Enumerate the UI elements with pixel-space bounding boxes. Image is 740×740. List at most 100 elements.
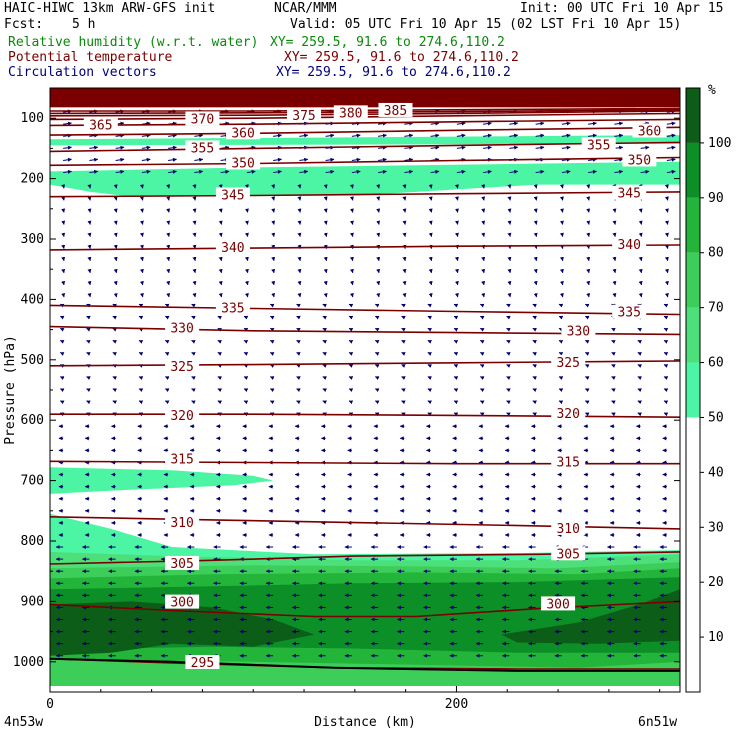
wind-vector [479,412,485,417]
wind-vector [559,232,564,237]
wind-vector [141,133,151,138]
wind-vector [637,340,642,344]
wind-vector [454,208,459,213]
wind-vector [483,121,492,126]
wind-vector [535,121,545,126]
theta-label-bg [215,240,250,255]
wind-vector [87,256,92,262]
wind-vector [401,315,406,320]
init-time: Init: 00 UTC Fri 10 Apr 15 [520,1,724,16]
field-theta-xy: XY= 259.5, 91.6 to 274.6,110.2 [284,50,519,65]
colorbar-tick-label: 90 [708,191,724,206]
wind-vector [348,315,354,320]
wind-vector [453,388,459,393]
wind-vector [640,169,650,174]
wind-vector [584,412,590,417]
wind-vector [402,280,407,286]
wind-vector [479,364,485,368]
wind-vector [586,268,591,274]
theta-label-bg [612,304,647,319]
wind-vector [666,133,676,138]
wind-vector [401,376,406,380]
wind-vector [664,256,669,262]
wind-vector [456,169,466,174]
wind-vector [664,292,669,298]
wind-vector [87,280,92,286]
wind-vector [611,327,616,332]
wind-vector [349,220,354,225]
wind-vector [637,352,642,356]
wind-vector [61,244,66,250]
colorbar-tick-label: 10 [708,630,724,645]
wind-vector [63,157,72,162]
wind-vector [666,169,676,174]
wind-vector [481,220,486,225]
theta-label-bg [165,407,200,422]
wind-vector [269,315,275,320]
wind-vector [612,280,617,286]
wind-vector [559,268,564,274]
wind-vector [243,340,249,344]
field-rh-name: Relative humidity (w.r.t. water) [8,35,259,50]
wind-vector [59,400,65,405]
wind-vector [612,292,617,298]
wind-vector [349,196,354,201]
wind-vector [192,280,197,286]
wind-vector [506,315,511,320]
theta-contour-340 [50,244,680,251]
wind-vector [428,184,433,189]
wind-vector [218,220,223,225]
wind-vector [113,256,118,262]
wind-vector [454,268,459,274]
wind-vector [376,232,381,237]
wind-vector [243,327,249,332]
wind-vector [453,327,459,332]
wind-vector [507,184,512,189]
wind-vector [271,232,276,237]
wind-vector [244,256,249,262]
theta-label-315: 315 [170,452,193,467]
wind-vector [532,352,537,356]
wind-vector [113,184,118,189]
wind-vector [637,388,642,393]
wind-vector [322,376,327,380]
wind-vector [638,268,643,274]
wind-vector [611,352,616,356]
wind-vector [115,157,125,162]
wind-vector [663,352,669,356]
wind-vector [561,121,571,126]
wind-vector [168,133,177,138]
theta-label-380: 380 [339,106,362,121]
wind-vector [139,268,144,274]
wind-vector [349,268,354,274]
wind-vector [139,256,144,262]
wind-vector [586,184,591,189]
wind-vector [427,303,432,308]
wind-vector [428,196,433,201]
wind-vector [509,145,519,150]
org-label: NCAR/MMM [274,1,337,16]
wind-vector [664,196,669,201]
wind-vector [428,208,433,213]
colorbar-frame [685,87,701,693]
theta-label-360: 360 [231,126,254,141]
rh-region-8 [50,601,315,656]
wind-vector [194,133,204,138]
wind-vector [61,292,66,298]
y-tick-label: 400 [21,292,44,307]
wind-vector [584,352,590,356]
wind-vector [349,292,354,298]
wind-vector [535,169,545,174]
wind-vector [89,157,99,162]
wind-vector [166,268,171,274]
wind-vector [271,268,276,274]
wind-vector [113,196,118,201]
wind-vector [349,208,354,213]
wind-vector [584,340,590,344]
wind-vector [401,303,406,308]
wind-vector [192,208,197,213]
wind-vector [427,327,432,332]
wind-vector [454,232,459,237]
field-vectors-xy: XY= 259.5, 91.6 to 274.6,110.2 [276,65,511,80]
wind-vector [269,352,275,356]
